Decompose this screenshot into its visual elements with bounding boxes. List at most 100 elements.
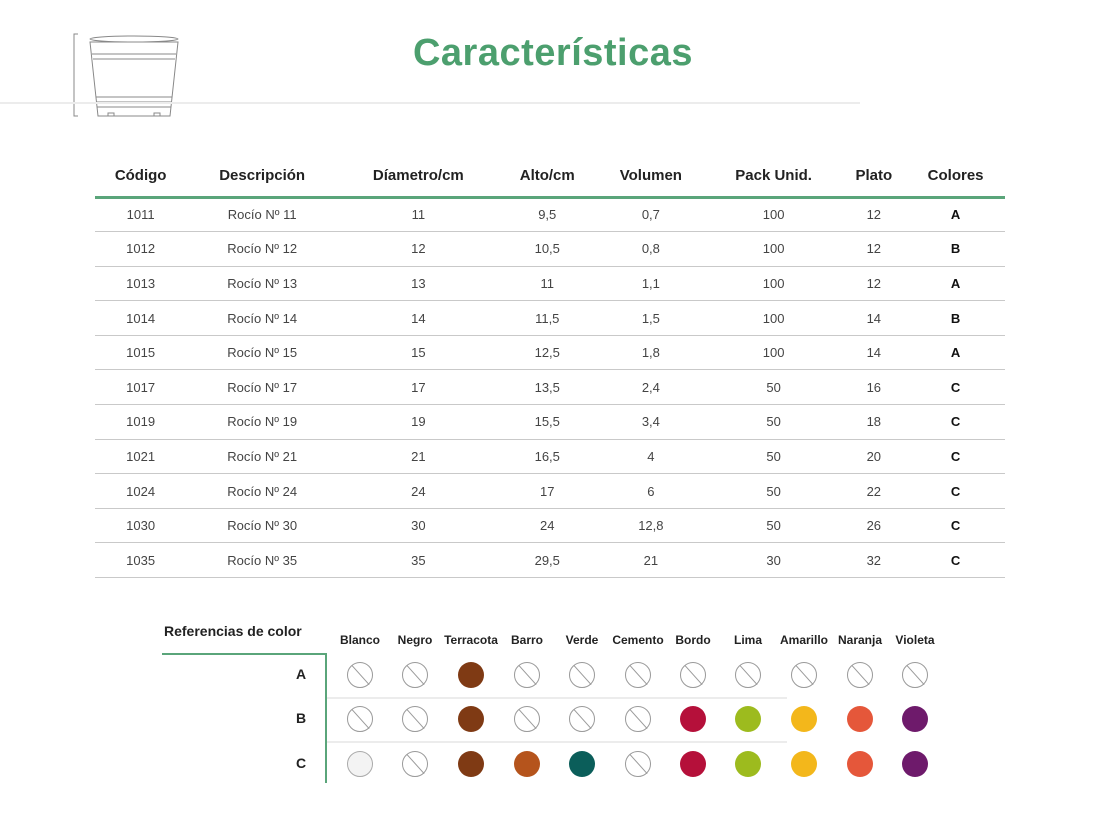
divider [327, 741, 787, 743]
table-cell: 22 [841, 473, 907, 509]
color-swatch [847, 751, 873, 777]
table-cell: 14 [338, 300, 499, 336]
color-swatch [458, 751, 484, 777]
table-header-row: Código Descripción Díametro/cm Alto/cm Volum… [95, 155, 1005, 199]
table-cell: 18 [841, 404, 907, 440]
color-swatch [902, 751, 928, 777]
pot-illustration [72, 32, 192, 125]
table-cell: 13,5 [498, 369, 596, 406]
table-cell: 19 [338, 404, 499, 440]
table-cell: A [906, 197, 1005, 233]
divider [162, 653, 327, 655]
color-group-label: B [296, 710, 307, 726]
color-swatch [735, 706, 761, 732]
unavailable-icon [625, 662, 651, 688]
table-cell: C [906, 473, 1005, 509]
table-cell: 12 [841, 231, 907, 267]
unavailable-icon [402, 751, 428, 777]
table-cell: 21 [595, 542, 706, 579]
unavailable-icon [735, 662, 761, 688]
table-row: 1019 Rocío Nº 19 19 15,5 3,4 50 18 C [95, 404, 1005, 440]
color-swatch [569, 751, 595, 777]
color-swatch [902, 706, 928, 732]
table-cell: 17 [498, 473, 596, 509]
unavailable-icon [402, 706, 428, 732]
color-name: Negro [397, 633, 433, 647]
table-cell: 1024 [95, 473, 187, 509]
table-cell: 9,5 [498, 197, 596, 233]
color-name: Naranja [837, 633, 883, 647]
table-cell: Rocío Nº 15 [186, 335, 339, 371]
column-header: Alto/cm [498, 155, 596, 199]
table-cell: 6 [595, 473, 706, 509]
table-cell: 100 [705, 266, 842, 302]
table-cell: C [906, 404, 1005, 440]
table-cell: 14 [841, 300, 907, 336]
table-row: 1030 Rocío Nº 30 30 24 12,8 50 26 C [95, 508, 1005, 544]
column-header: Código [95, 155, 187, 199]
unavailable-icon [569, 662, 595, 688]
column-header: Volumen [595, 155, 706, 199]
unavailable-icon [625, 706, 651, 732]
table-cell: 30 [705, 542, 842, 579]
unavailable-icon [791, 662, 817, 688]
column-header: Pack Unid. [705, 155, 842, 199]
column-header: Colores [906, 155, 1005, 199]
table-cell: 50 [705, 404, 842, 440]
table-cell: 0,7 [595, 197, 706, 233]
divider [325, 653, 327, 783]
table-cell: 29,5 [498, 542, 596, 579]
table-cell: 15 [338, 335, 499, 371]
color-swatch [735, 751, 761, 777]
table-cell: 24 [498, 508, 596, 544]
table-cell: 0,8 [595, 231, 706, 267]
table-cell: B [906, 300, 1005, 336]
table-cell: 11 [338, 197, 499, 233]
color-swatch [680, 751, 706, 777]
table-cell: 1017 [95, 369, 187, 406]
color-name: Terracota [444, 633, 498, 647]
table-cell: 12,8 [595, 508, 706, 544]
table-cell: 3,4 [595, 404, 706, 440]
table-row: 1012 Rocío Nº 12 12 10,5 0,8 100 12 B [95, 231, 1005, 267]
table-cell: 100 [705, 231, 842, 267]
unavailable-icon [902, 662, 928, 688]
color-group-label: C [296, 755, 307, 771]
table-cell: Rocío Nº 11 [186, 197, 339, 233]
table-cell: 100 [705, 197, 842, 233]
color-name: Verde [565, 633, 599, 647]
table-cell: 50 [705, 439, 842, 475]
table-cell: 17 [338, 369, 499, 406]
table-cell: 11 [498, 266, 596, 302]
table-row: 1017 Rocío Nº 17 17 13,5 2,4 50 16 C [95, 369, 1005, 406]
page-title: Características [412, 32, 693, 74]
table-cell: Rocío Nº 24 [186, 473, 339, 509]
table-cell: Rocío Nº 13 [186, 266, 339, 302]
table-cell: C [906, 508, 1005, 544]
table-cell: 1,5 [595, 300, 706, 336]
table-cell: 2,4 [595, 369, 706, 406]
table-cell: 50 [705, 369, 842, 406]
table-cell: 1035 [95, 542, 187, 579]
divider [327, 697, 787, 699]
table-cell: 1021 [95, 439, 187, 475]
unavailable-icon [347, 706, 373, 732]
table-cell: 26 [841, 508, 907, 544]
unavailable-icon [514, 706, 540, 732]
table-cell: 12 [841, 197, 907, 233]
unavailable-icon [847, 662, 873, 688]
unavailable-icon [514, 662, 540, 688]
table-row: 1015 Rocío Nº 15 15 12,5 1,8 100 14 A [95, 335, 1005, 371]
column-header: Descripción [186, 155, 339, 199]
table-row: 1035 Rocío Nº 35 35 29,5 21 30 32 C [95, 542, 1005, 579]
table-row: 1014 Rocío Nº 14 14 11,5 1,5 100 14 B [95, 300, 1005, 336]
specs-table: Código Descripción Díametro/cm Alto/cm Volum… [95, 155, 1005, 579]
color-references-title: Referencias de color [164, 623, 302, 639]
table-cell: C [906, 439, 1005, 475]
unavailable-icon [347, 662, 373, 688]
table-cell: Rocío Nº 17 [186, 369, 339, 406]
color-swatch [791, 751, 817, 777]
table-cell: B [906, 231, 1005, 267]
table-cell: 1,8 [595, 335, 706, 371]
table-cell: 12 [338, 231, 499, 267]
